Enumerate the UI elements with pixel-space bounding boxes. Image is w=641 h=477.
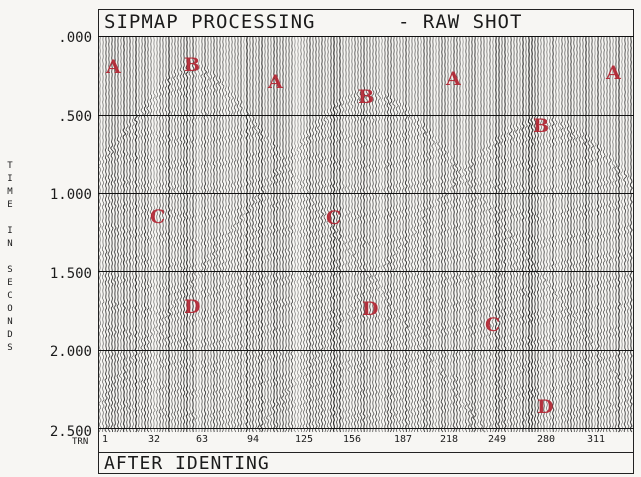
shot-subtitle: - RAW SHOT — [398, 11, 523, 33]
axis-title-char — [3, 212, 17, 225]
time-label-2: 2.000 — [49, 344, 92, 360]
zone-label-a-3: A — [446, 68, 461, 90]
footer-label: AFTER IDENTING — [104, 453, 270, 474]
axis-title-char — [3, 251, 17, 264]
trace-tick-1: 1 — [102, 434, 109, 445]
axis-title-char: E — [7, 278, 13, 288]
zone-label-a-1: A — [106, 56, 121, 78]
trace-tick-280: 280 — [537, 434, 556, 445]
axis-title-char: T — [7, 161, 13, 171]
footer-bar — [98, 452, 634, 474]
trace-tick-63: 63 — [196, 434, 209, 445]
trace-tick-249: 249 — [488, 434, 507, 445]
trace-tick-94: 94 — [247, 434, 260, 445]
axis-title-char: C — [7, 291, 13, 301]
trace-tick-32: 32 — [148, 434, 161, 445]
trace-tick-218: 218 — [440, 434, 459, 445]
zone-label-b-3: B — [533, 115, 550, 137]
processing-title: SIPMAP PROCESSING — [104, 11, 316, 33]
time-label-1-5: 1.500 — [49, 266, 92, 282]
trace-number-label: TRN — [72, 437, 89, 447]
trace-tick-311: 311 — [587, 434, 606, 445]
zone-label-d-3: D — [537, 396, 554, 418]
axis-title-char: O — [7, 304, 13, 314]
zone-label-c-1: C — [150, 206, 166, 228]
trace-wiggles — [98, 36, 633, 433]
seismic-frame — [98, 9, 634, 474]
time-label-0-5: .500 — [58, 109, 92, 125]
zone-label-b-2: B — [358, 86, 375, 108]
zone-label-c-2: C — [326, 207, 342, 229]
trace-tick-156: 156 — [343, 434, 362, 445]
zone-label-c-3: C — [485, 314, 501, 336]
trace-tick-187: 187 — [394, 434, 413, 445]
axis-title-char: N — [7, 239, 13, 249]
seismic-section — [98, 36, 634, 433]
time-label-1: 1.000 — [49, 187, 92, 203]
axis-title-char: M — [7, 187, 13, 197]
time-label-2-5: 2.500 — [49, 424, 92, 440]
zone-label-d-2: D — [362, 298, 379, 320]
time-label-0: .000 — [58, 30, 92, 46]
axis-title-char: S — [7, 343, 13, 353]
axis-title-char: N — [7, 317, 13, 327]
axis-title-char: I — [7, 174, 13, 184]
axis-title-char: S — [7, 265, 13, 275]
zone-label-d-1: D — [184, 296, 201, 318]
axis-title-char: I — [7, 226, 13, 236]
zone-label-b-1: B — [184, 54, 201, 76]
axis-title-char: D — [7, 330, 13, 340]
zone-label-a-2: A — [268, 71, 283, 93]
trace-tick-125: 125 — [295, 434, 314, 445]
axis-title-char: E — [7, 200, 13, 210]
zone-label-a-4: A — [606, 62, 621, 84]
